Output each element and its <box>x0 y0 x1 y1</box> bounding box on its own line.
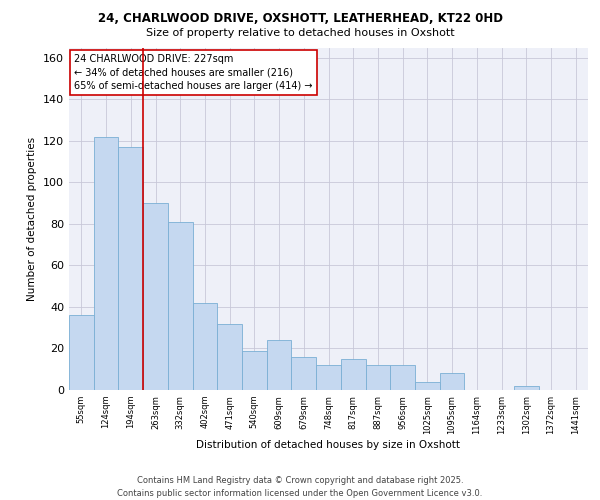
Text: 24, CHARLWOOD DRIVE, OXSHOTT, LEATHERHEAD, KT22 0HD: 24, CHARLWOOD DRIVE, OXSHOTT, LEATHERHEA… <box>97 12 503 26</box>
Bar <box>316 365 341 390</box>
X-axis label: Distribution of detached houses by size in Oxshott: Distribution of detached houses by size … <box>197 440 461 450</box>
Bar <box>168 222 193 390</box>
Bar <box>143 203 168 390</box>
Text: 24 CHARLWOOD DRIVE: 227sqm
← 34% of detached houses are smaller (216)
65% of sem: 24 CHARLWOOD DRIVE: 227sqm ← 34% of deta… <box>74 54 313 91</box>
Bar <box>217 324 242 390</box>
Bar <box>390 365 415 390</box>
Bar <box>69 316 94 390</box>
Bar <box>365 365 390 390</box>
Bar <box>242 350 267 390</box>
Bar <box>94 137 118 390</box>
Bar <box>292 357 316 390</box>
Bar <box>514 386 539 390</box>
Bar <box>118 147 143 390</box>
Bar <box>193 303 217 390</box>
Y-axis label: Number of detached properties: Number of detached properties <box>28 136 37 301</box>
Bar <box>440 374 464 390</box>
Bar <box>415 382 440 390</box>
Text: Contains HM Land Registry data © Crown copyright and database right 2025.
Contai: Contains HM Land Registry data © Crown c… <box>118 476 482 498</box>
Bar <box>267 340 292 390</box>
Bar <box>341 359 365 390</box>
Text: Size of property relative to detached houses in Oxshott: Size of property relative to detached ho… <box>146 28 454 38</box>
